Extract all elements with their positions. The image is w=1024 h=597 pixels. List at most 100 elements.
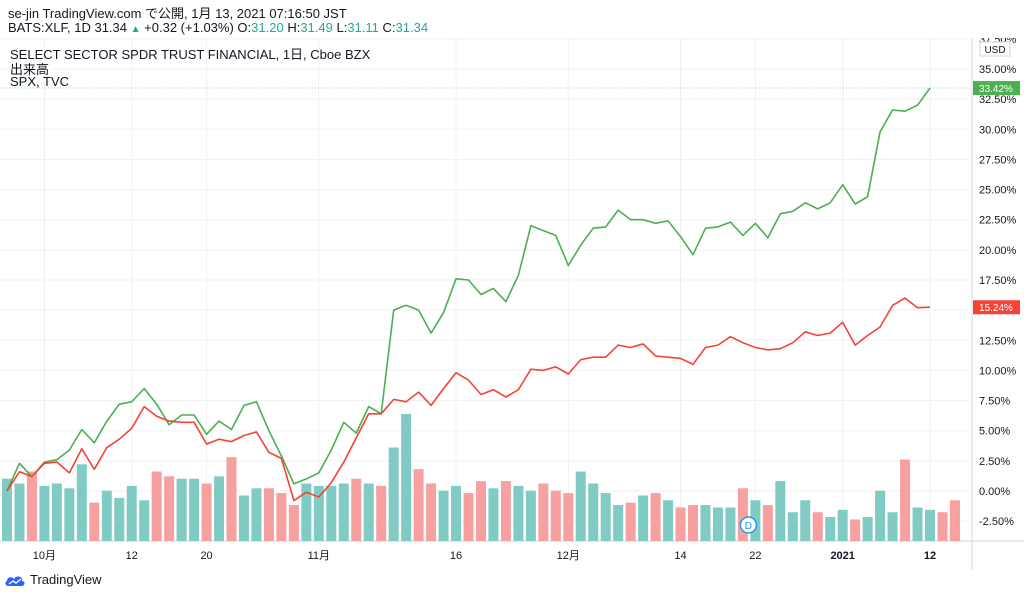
volume-bar [139, 500, 150, 541]
volume-bar [949, 500, 960, 541]
volume-bar [413, 469, 424, 541]
volume-bar [438, 490, 449, 541]
x-tick-label: 14 [674, 550, 686, 562]
volume-bar [625, 502, 636, 541]
low-label: L: [336, 20, 348, 35]
legend-volume[interactable]: 出来高 [10, 62, 50, 77]
x-tick-label: 12 [126, 550, 138, 562]
volume-bar [613, 505, 624, 541]
volume-bar [64, 488, 75, 541]
volume-bar [251, 488, 262, 541]
spx-series-line-last-label: 15.24% [979, 303, 1013, 314]
volume-bar [388, 447, 399, 541]
currency-label: USD [984, 45, 1005, 56]
tradingview-cloud-icon [5, 576, 25, 586]
volume-bar [201, 483, 212, 541]
volume-bar [401, 414, 412, 541]
volume-bar [226, 457, 237, 541]
volume-bar [376, 485, 387, 541]
volume-bar [588, 483, 599, 541]
open-value: 31.20 [251, 20, 284, 35]
plot-area [0, 38, 970, 541]
price-value: 31.34 [94, 20, 128, 35]
legend-compare-series[interactable]: SPX, TVC [10, 74, 70, 89]
volume-bar [663, 500, 674, 541]
high-label: H: [287, 20, 301, 35]
x-tick-label: 11月 [308, 550, 330, 562]
y-tick-label: 27.50% [979, 154, 1017, 166]
volume-bar [712, 507, 723, 541]
y-tick-label: 20.00% [979, 245, 1017, 257]
tradingview-logo[interactable]: TradingView [4, 572, 102, 587]
volume-bar [126, 485, 137, 541]
volume-bar [313, 485, 324, 541]
close-value: 31.34 [395, 20, 429, 35]
close-label: C: [382, 20, 396, 35]
volume-bar [238, 495, 249, 541]
volume-bar [463, 493, 474, 541]
volume-bar [925, 509, 935, 541]
volume-bar [14, 483, 25, 541]
volume-bar [638, 495, 649, 541]
y-tick-label: 0.00% [979, 486, 1010, 498]
tradingview-brand: TradingView [30, 572, 102, 587]
spx-series-line [6, 297, 931, 502]
dividend-marker-icon [739, 516, 758, 534]
x-tick-label: 12 [924, 550, 936, 562]
y-tick-label: 12.50% [979, 335, 1017, 347]
volume-bar [550, 490, 561, 541]
low-value: 31.11 [347, 20, 379, 35]
volume-bar [451, 485, 462, 541]
volume-bar [800, 500, 811, 541]
x-tick-label: 12月 [557, 550, 580, 562]
volume-bar [338, 483, 349, 541]
volume-bar [912, 507, 923, 541]
y-tick-label: 7.50% [979, 396, 1010, 408]
xlf-series-line-last-badge [973, 81, 1020, 96]
volume-bar [475, 481, 486, 541]
volume-bar [538, 483, 549, 541]
open-label: O: [237, 20, 252, 35]
x-tick-label: 22 [749, 550, 761, 562]
volume-bar [151, 471, 162, 541]
xlf-series-line [6, 87, 931, 492]
y-tick-label: 30.00% [979, 124, 1017, 136]
volume-bar [89, 502, 100, 541]
x-tick-label: 16 [450, 550, 462, 562]
volume-bar [825, 517, 836, 541]
volume-bar [39, 485, 50, 541]
y-tick-label: 2.50% [979, 456, 1010, 468]
volume-bar [2, 478, 12, 541]
volume-bar [263, 488, 274, 541]
dividend-marker-label: D [745, 521, 752, 532]
ohlc-row: BATS:XLF, 1D 31.34 ▲ +0.32 (+1.03%) O:31… [8, 20, 428, 35]
price-chart[interactable]: 37.50%35.00%32.50%30.00%27.50%25.00%22.5… [0, 38, 1024, 570]
volume-bar [887, 512, 898, 541]
y-tick-label: 35.00% [979, 64, 1017, 76]
volume-bar [837, 509, 848, 541]
volume-bar [850, 519, 861, 541]
volume-bar [700, 505, 711, 541]
triangle-up-icon: ▲ [130, 24, 141, 35]
y-tick-label: 10.00% [979, 365, 1017, 377]
symbol-label: BATS:XLF, 1D [8, 20, 91, 35]
volume-bar [688, 505, 699, 541]
high-value: 31.49 [300, 20, 333, 35]
volume-bar [176, 478, 187, 541]
volume-bar [488, 488, 499, 541]
volume-bar [875, 490, 886, 541]
volume-bar [326, 485, 337, 541]
volume-bar [563, 493, 574, 541]
y-tick-label: 32.50% [979, 94, 1017, 106]
volume-bar [288, 505, 299, 541]
volume-bar [725, 507, 736, 541]
currency-badge [979, 41, 1011, 57]
change-value: +0.32 (+1.03%) [144, 20, 234, 35]
volume-bar [775, 481, 786, 541]
volume-bar [575, 471, 586, 541]
volume-bar [787, 512, 798, 541]
volume-bar [650, 493, 661, 541]
x-tick-label: 10月 [33, 550, 56, 562]
volume-bar [114, 497, 125, 541]
legend-main-series[interactable]: SELECT SECTOR SPDR TRUST FINANCIAL, 1日, … [10, 47, 371, 62]
